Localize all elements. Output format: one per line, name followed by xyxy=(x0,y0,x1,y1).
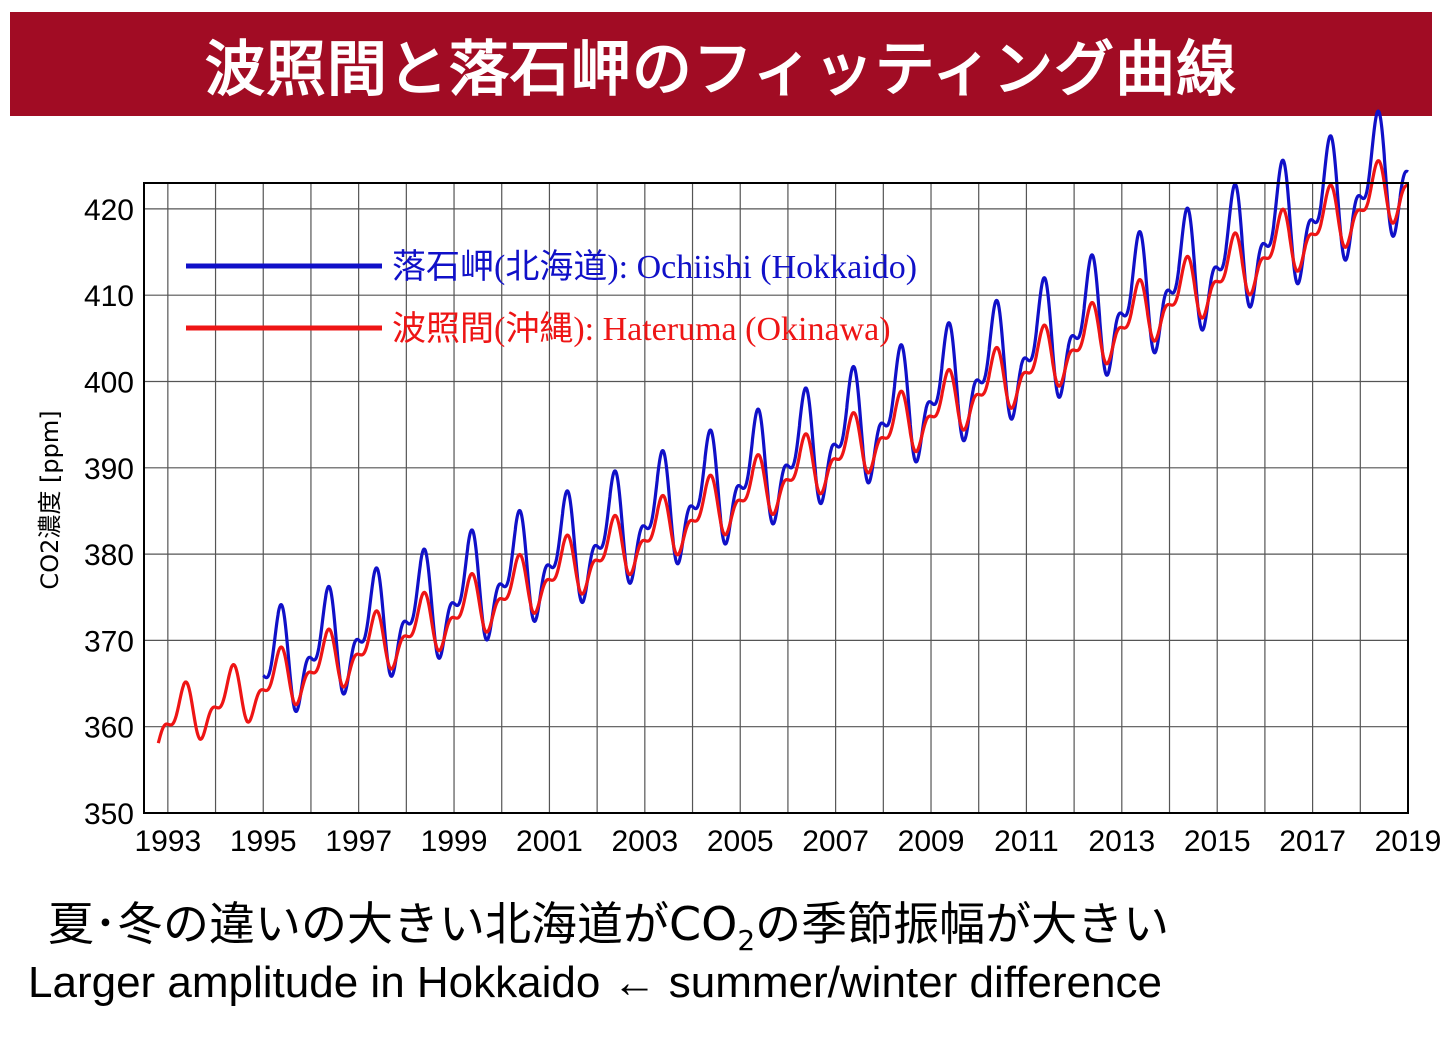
x-tick-label: 1995 xyxy=(230,825,297,858)
caption-jp-part2: の季節振幅が大きい xyxy=(755,897,1170,951)
x-tick-label: 2005 xyxy=(707,825,774,858)
x-tick-label: 1997 xyxy=(325,825,392,858)
legend-label-1: 波照間(沖縄): Hateruma (Okinawa) xyxy=(392,310,891,348)
caption-english: Larger amplitude in Hokkaido ← summer/wi… xyxy=(28,958,1162,1007)
x-tick-label: 2011 xyxy=(994,825,1059,858)
y-tick-label: 420 xyxy=(84,194,134,227)
caption-jp-part1: 夏･冬の違いの大きい北海道がCO xyxy=(48,897,738,951)
series-line-0 xyxy=(262,109,1410,714)
chart-legend: 落石岬(北海道): Ochiishi (Hokkaido) 波照間(沖縄): Ha… xyxy=(186,248,917,348)
plot-frame xyxy=(143,182,1409,814)
caption-japanese: 夏･冬の違いの大きい北海道がCO2の季節振幅が大きい xyxy=(48,888,1428,957)
x-tick-label: 2017 xyxy=(1279,825,1346,858)
x-tick-label: 2001 xyxy=(516,825,583,858)
x-tick-label: 2013 xyxy=(1088,825,1155,858)
chart-series xyxy=(156,109,1410,744)
y-tick-label: 410 xyxy=(84,280,134,313)
series-line-1 xyxy=(156,159,1410,744)
y-tick-label: 360 xyxy=(84,712,134,745)
caption-jp-subscript: 2 xyxy=(737,924,756,958)
y-tick-label: 380 xyxy=(84,539,134,572)
page-title: 波照間と落石岬のフィッティング曲線 xyxy=(10,12,1432,116)
x-tick-label: 2015 xyxy=(1184,825,1251,858)
co2-line-chart: 1993 1995 1997 1999 2001 2003 2005 2007 2009 2011… xyxy=(36,109,1440,858)
x-tick-label: 2007 xyxy=(802,825,869,858)
chart-ticks: 1993 1995 1997 1999 2001 2003 2005 2007 2009 2011… xyxy=(84,194,1440,858)
y-tick-label: 370 xyxy=(84,625,134,658)
legend-label-0: 落石岬(北海道): Ochiishi (Hokkaido) xyxy=(392,248,917,286)
y-axis-label: CO2濃度 [ppm] xyxy=(36,410,64,589)
x-tick-label: 1993 xyxy=(134,825,201,858)
y-tick-label: 390 xyxy=(84,453,134,486)
chart-grid xyxy=(144,183,1409,814)
y-tick-label: 350 xyxy=(84,798,134,831)
x-tick-label: 2009 xyxy=(898,825,965,858)
x-tick-label: 2003 xyxy=(611,825,678,858)
y-tick-label: 400 xyxy=(84,366,134,399)
x-tick-label: 2019 xyxy=(1375,825,1440,858)
x-tick-label: 1999 xyxy=(421,825,488,858)
